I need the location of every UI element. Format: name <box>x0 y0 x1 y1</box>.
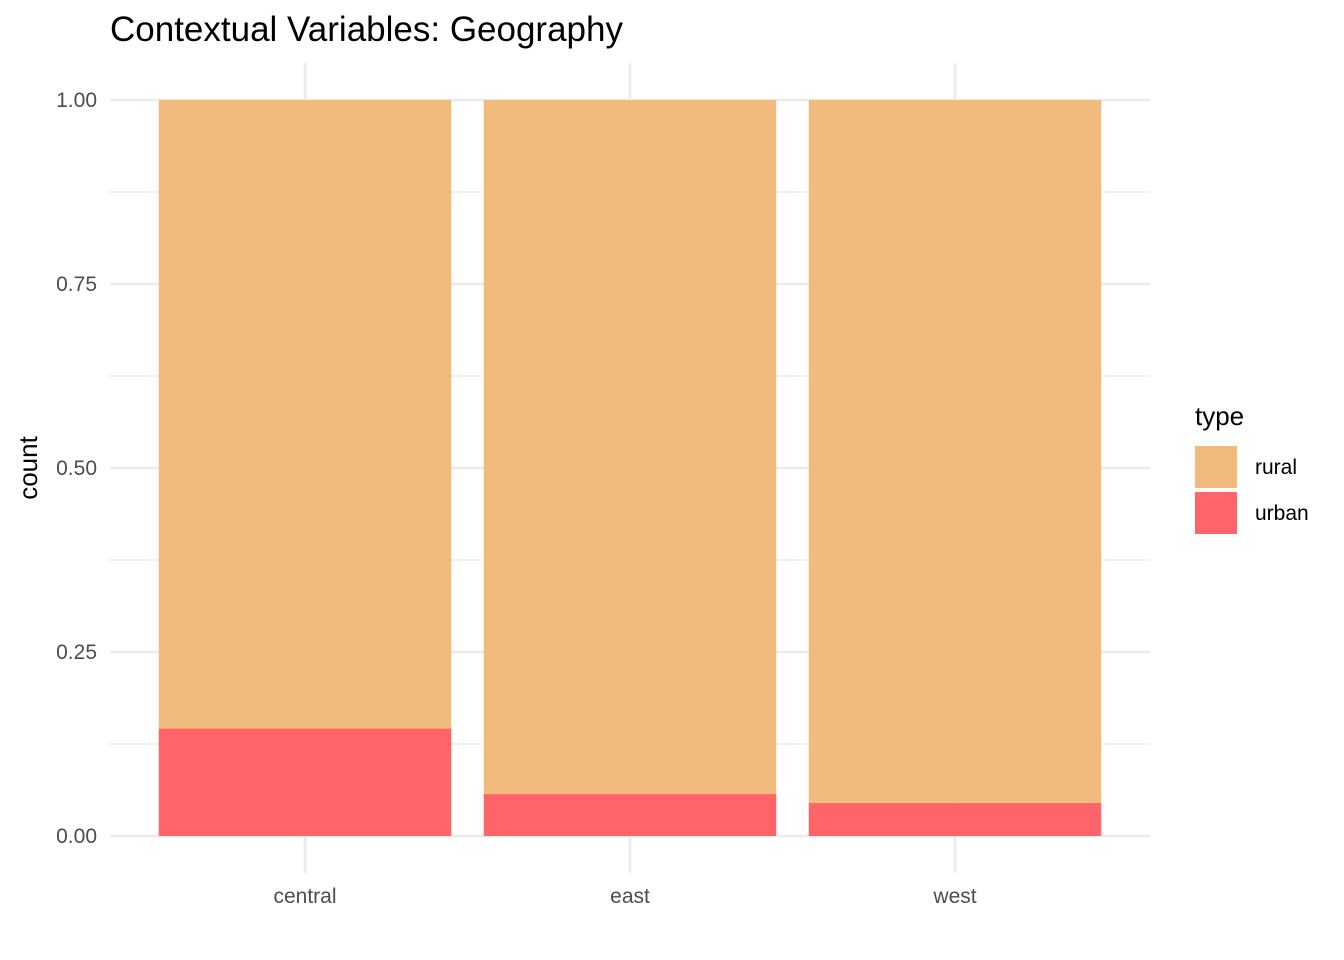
bar-urban-central <box>158 728 452 836</box>
legend-title: type <box>1195 401 1244 431</box>
legend-label-urban: urban <box>1255 502 1309 525</box>
legend-key-urban <box>1195 492 1237 534</box>
y-tick-label: 0.50 <box>56 457 97 480</box>
bar-rural-east <box>483 100 777 795</box>
y-tick-label: 0.25 <box>56 641 97 664</box>
bar-rural-central <box>158 100 452 729</box>
bar-rural-west <box>808 100 1102 803</box>
bar-urban-west <box>808 802 1102 836</box>
x-tick-label: east <box>610 885 650 908</box>
x-tick-label: west <box>932 885 976 908</box>
bar-urban-east <box>483 794 777 836</box>
legend-key-rural <box>1195 446 1237 488</box>
x-tick-label: central <box>273 885 336 908</box>
legend-label-rural: rural <box>1255 456 1297 479</box>
chart-title: Contextual Variables: Geography <box>110 10 623 49</box>
axis-labels: 0.00 0.25 0.50 0.75 1.00 central east west <box>56 89 977 908</box>
y-tick-label: 0.00 <box>56 825 97 848</box>
y-tick-label: 1.00 <box>56 89 97 112</box>
y-axis-title: count <box>13 435 43 499</box>
y-tick-label: 0.75 <box>56 273 97 296</box>
legend: rural urban <box>1195 446 1309 534</box>
bars <box>158 100 1102 836</box>
